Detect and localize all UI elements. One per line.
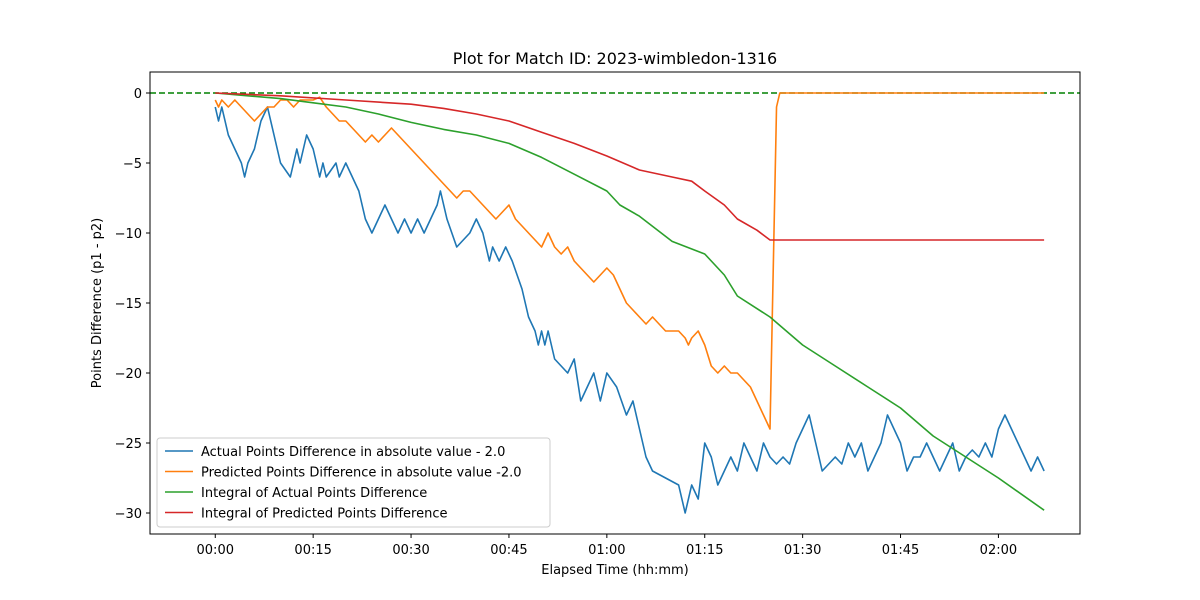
y-tick-label: −20 — [115, 367, 142, 382]
y-tick-label: 0 — [134, 87, 142, 102]
legend: Actual Points Difference in absolute val… — [156, 437, 551, 528]
legend-label-2: Predicted Points Difference in absolute … — [201, 466, 522, 481]
y-axis-label: Points Difference (p1 - p2) — [90, 218, 105, 388]
legend-label-3: Integral of Actual Points Difference — [201, 486, 427, 501]
chart-title: Plot for Match ID: 2023-wimbledon-1316 — [453, 49, 777, 68]
y-tick-label: −10 — [115, 227, 142, 242]
axis-ticks: 00:00 00:15 00:30 00:45 01:00 01:15 01:30 01:45… — [115, 87, 1018, 558]
y-tick-label: −30 — [115, 507, 142, 522]
legend-label-4: Integral of Predicted Points Difference — [201, 507, 448, 522]
x-tick-label: 01:15 — [686, 543, 723, 558]
plot-area — [150, 92, 1080, 514]
legend-label-1: Actual Points Difference in absolute val… — [201, 445, 505, 460]
y-tick-label: −15 — [115, 297, 142, 312]
y-tick-label: −5 — [123, 157, 142, 172]
x-tick-label: 00:45 — [490, 543, 527, 558]
x-tick-label: 00:15 — [294, 543, 331, 558]
y-tick-label: −25 — [115, 437, 142, 452]
series-line-3 — [215, 92, 1045, 511]
x-tick-label: 02:00 — [980, 543, 1017, 558]
x-tick-label: 01:00 — [588, 543, 625, 558]
x-tick-label: 00:00 — [197, 543, 234, 558]
x-tick-label: 01:30 — [784, 543, 821, 558]
x-axis-label: Elapsed Time (hh:mm) — [541, 563, 688, 578]
series-line-1 — [214, 106, 1045, 514]
series-line-2 — [214, 92, 1045, 430]
series-line-4 — [215, 92, 1045, 241]
x-tick-label: 00:30 — [392, 543, 429, 558]
legend-box — [156, 437, 551, 528]
x-tick-label: 01:45 — [882, 543, 919, 558]
